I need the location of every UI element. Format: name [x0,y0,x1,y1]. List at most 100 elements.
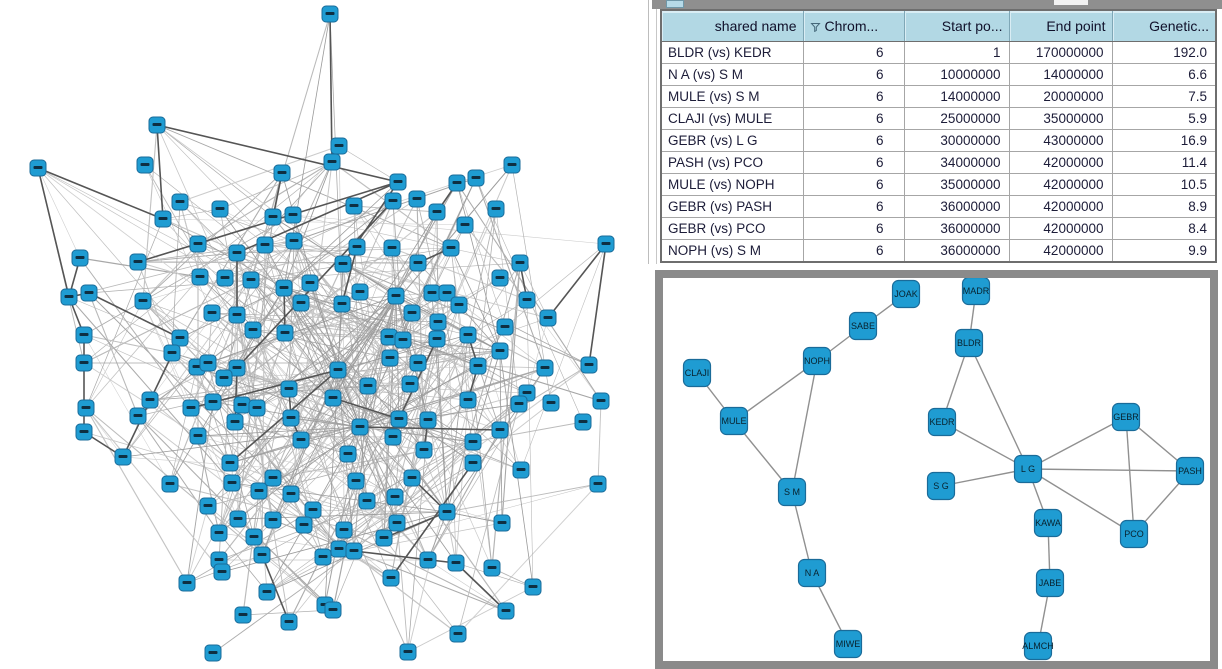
network-node-s-g[interactable] [926,471,956,501]
table-cell[interactable]: 6 [803,195,905,218]
table-cell[interactable]: 6 [803,151,905,174]
overview-hub-edge [359,177,477,428]
table-row[interactable]: CLAJI (vs) MULE 6 25000000 35000000 5.9 [662,107,1215,130]
table-cell[interactable]: 43000000 [1009,129,1113,152]
column-header-shared-name[interactable]: shared name [662,11,804,42]
table-row[interactable]: BLDR (vs) KEDR 6 1 170000000 192.0 [662,41,1215,64]
node-label-mark [328,396,338,399]
network-node-n-a[interactable] [797,558,827,588]
table-cell[interactable]: 20000000 [1009,85,1113,108]
table-cell[interactable]: 42000000 [1009,195,1113,218]
network-node-miwe[interactable] [833,629,863,659]
table-cell[interactable]: 192.0 [1112,41,1215,64]
network-node-noph[interactable] [802,346,832,376]
table-cell[interactable]: 10.5 [1112,173,1215,196]
table-row[interactable]: N A (vs) S M 6 10000000 14000000 6.6 [662,63,1215,86]
overview-edge [464,224,528,301]
network-node-mule[interactable] [719,406,749,436]
table-cell[interactable]: 16.9 [1112,129,1215,152]
table-cell[interactable]: 35000000 [904,173,1010,196]
table-row[interactable]: GEBR (vs) L G 6 30000000 43000000 16.9 [662,129,1215,152]
table-cell[interactable]: 11.4 [1112,151,1215,174]
table-cell[interactable]: NOPH (vs) S M [662,239,804,261]
scroll-tab[interactable] [666,0,684,8]
detail-edge [968,342,1029,470]
network-node-almch[interactable] [1023,631,1053,661]
table-cell[interactable]: 36000000 [904,239,1010,261]
table-cell[interactable]: 8.4 [1112,217,1215,240]
scrollbar-segment[interactable] [1054,0,1088,5]
network-node-gebr[interactable] [1111,402,1141,432]
table-cell[interactable]: 36000000 [904,217,1010,240]
table-row[interactable]: MULE (vs) S M 6 14000000 20000000 7.5 [662,85,1215,108]
table-cell[interactable]: 14000000 [904,85,1010,108]
column-header-start-po-[interactable]: Start po... [904,11,1010,42]
table-cell[interactable]: 25000000 [904,107,1010,130]
table-cell[interactable]: N A (vs) S M [662,63,804,86]
table-cell[interactable]: 1 [904,41,1010,64]
overview-edge [322,462,474,558]
overview-network-panel[interactable] [0,0,648,669]
detail-edge [1027,468,1191,472]
table-cell[interactable]: 6.6 [1112,63,1215,86]
table-cell[interactable]: 42000000 [1009,239,1113,261]
table-cell[interactable]: MULE (vs) NOPH [662,173,804,196]
table-row[interactable]: GEBR (vs) PCO 6 36000000 42000000 8.4 [662,217,1215,240]
network-node-jabe[interactable] [1035,568,1065,598]
network-node-bldr[interactable] [954,328,984,358]
table-cell[interactable]: CLAJI (vs) MULE [662,107,804,130]
table-row[interactable]: GEBR (vs) PASH 6 36000000 42000000 8.9 [662,195,1215,218]
node-label-mark [337,302,347,305]
network-node-l-g[interactable] [1013,454,1043,484]
network-node-claji[interactable] [682,358,712,388]
table-cell[interactable]: MULE (vs) S M [662,85,804,108]
table-row[interactable]: MULE (vs) NOPH 6 35000000 42000000 10.5 [662,173,1215,196]
table-cell[interactable]: 5.9 [1112,107,1215,130]
table-cell[interactable]: 6 [803,41,905,64]
table-cell[interactable]: 8.9 [1112,195,1215,218]
table-cell[interactable]: 34000000 [904,151,1010,174]
table-cell[interactable]: 14000000 [1009,63,1113,86]
network-node-joak[interactable] [891,279,921,309]
network-node-kedr[interactable] [927,407,957,437]
table-cell[interactable]: GEBR (vs) PCO [662,217,804,240]
table-cell[interactable]: 42000000 [1009,151,1113,174]
network-node-pash[interactable] [1175,456,1205,486]
detail-network-canvas[interactable]: JOAK SABE NOPH CLAJI MULE S M N A MIWE MADR BLDR K… [663,278,1210,661]
table-cell[interactable]: 6 [803,107,905,130]
table-cell[interactable]: GEBR (vs) PASH [662,195,804,218]
table-cell[interactable]: 6 [803,239,905,261]
column-header-genetic-[interactable]: Genetic... [1112,11,1215,42]
table-cell[interactable]: 10000000 [904,63,1010,86]
table-cell[interactable]: 6 [803,129,905,152]
overview-network-canvas[interactable] [0,0,648,669]
table-cell[interactable]: 6 [803,63,905,86]
table-row[interactable]: PASH (vs) PCO 6 34000000 42000000 11.4 [662,151,1215,174]
node-label-mark [584,363,594,366]
table-cell[interactable]: BLDR (vs) KEDR [662,41,804,64]
table-cell[interactable]: 35000000 [1009,107,1113,130]
network-node-s-m[interactable] [777,477,807,507]
table-cell[interactable]: 42000000 [1009,173,1113,196]
table-cell[interactable]: 170000000 [1009,41,1113,64]
table-cell[interactable]: 6 [803,173,905,196]
table-cell[interactable]: 9.9 [1112,239,1215,261]
table-cell[interactable]: 30000000 [904,129,1010,152]
table-cell[interactable]: 6 [803,217,905,240]
table-cell[interactable]: 36000000 [904,195,1010,218]
table-row[interactable]: NOPH (vs) S M 6 36000000 42000000 9.9 [662,239,1215,261]
network-node-kawa[interactable] [1033,508,1063,538]
table-cell[interactable]: GEBR (vs) L G [662,129,804,152]
network-node-madr[interactable] [961,278,991,306]
table-cell[interactable]: PASH (vs) PCO [662,151,804,174]
overview-dark-edge [547,243,607,319]
network-node-sabe[interactable] [848,311,878,341]
detail-network-panel[interactable]: JOAK SABE NOPH CLAJI MULE S M N A MIWE MADR BLDR K… [655,270,1218,669]
table-cell[interactable]: 6 [803,85,905,108]
column-header-chrom-[interactable]: Chrom... [803,11,905,42]
node-label-mark [388,199,398,202]
network-node-pco[interactable] [1119,519,1149,549]
table-cell[interactable]: 42000000 [1009,217,1113,240]
table-cell[interactable]: 7.5 [1112,85,1215,108]
column-header-end-point[interactable]: End point [1009,11,1113,42]
